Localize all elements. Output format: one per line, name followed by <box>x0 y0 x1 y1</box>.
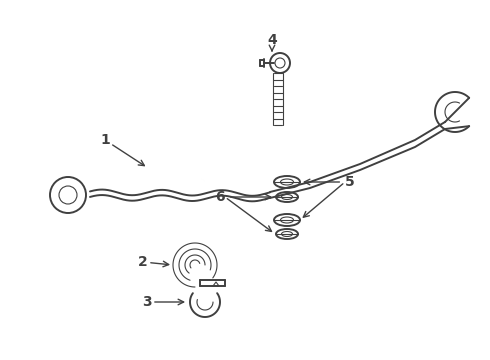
Text: 6: 6 <box>216 190 270 204</box>
Text: 5: 5 <box>304 175 355 189</box>
Text: 1: 1 <box>100 133 145 166</box>
Text: 4: 4 <box>267 33 277 51</box>
Text: 3: 3 <box>143 295 184 309</box>
Text: 2: 2 <box>138 255 169 269</box>
